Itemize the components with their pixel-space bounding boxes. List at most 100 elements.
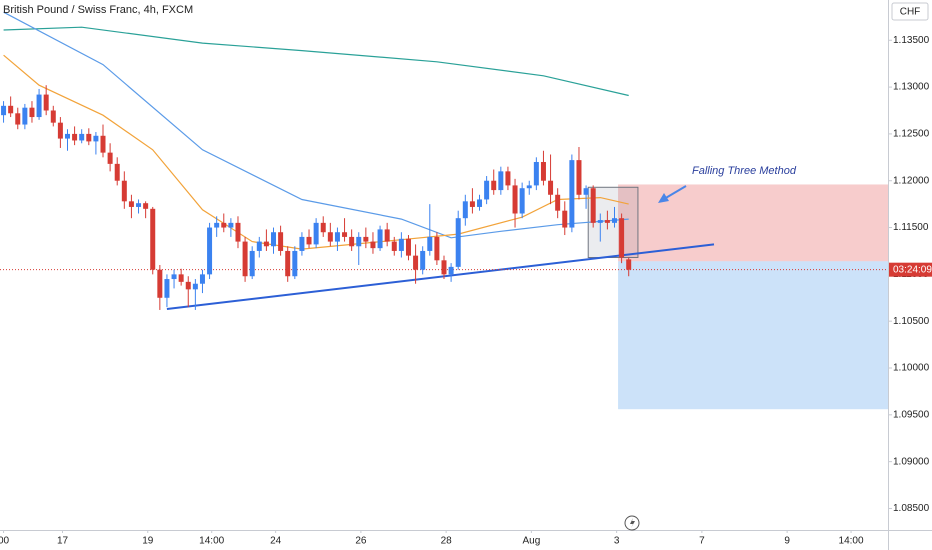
candle-body bbox=[306, 236, 312, 245]
candle-body bbox=[548, 180, 554, 195]
candle-body bbox=[619, 218, 625, 258]
candle-body bbox=[427, 236, 433, 251]
candle-body bbox=[469, 201, 475, 207]
candle-body bbox=[519, 188, 525, 214]
candle-body bbox=[626, 259, 632, 270]
x-tick-label: 17 bbox=[57, 536, 69, 547]
candle-body bbox=[555, 194, 561, 211]
candle-body bbox=[477, 199, 483, 207]
x-tick-label: 28 bbox=[441, 536, 453, 547]
candle-body bbox=[185, 281, 191, 290]
candle-body bbox=[526, 185, 532, 189]
candle-body bbox=[491, 180, 497, 191]
candle-body bbox=[363, 236, 369, 242]
candle-body bbox=[611, 218, 617, 223]
candle-body bbox=[569, 160, 575, 228]
countdown-label: 03:24:09 bbox=[893, 264, 932, 275]
candle-body bbox=[242, 241, 248, 277]
candle-body bbox=[576, 160, 582, 195]
candle-body bbox=[533, 161, 539, 186]
candle-body bbox=[505, 171, 511, 186]
x-tick-label: Aug bbox=[522, 536, 540, 547]
candle-body bbox=[583, 188, 589, 195]
candle-body bbox=[22, 107, 28, 125]
moving-average-line bbox=[3, 26, 629, 97]
candle-body bbox=[484, 180, 490, 200]
candle-body bbox=[228, 222, 234, 228]
candle-body bbox=[398, 238, 404, 251]
candle-body bbox=[235, 222, 241, 242]
candle-body bbox=[171, 274, 177, 280]
candle-body bbox=[597, 220, 603, 223]
candle-body bbox=[221, 222, 227, 228]
candle-body bbox=[107, 152, 113, 164]
candle-body bbox=[100, 135, 106, 153]
x-tick-label: 26 bbox=[355, 536, 367, 547]
candle-body bbox=[199, 274, 205, 284]
candle-body bbox=[327, 232, 333, 242]
annotation: Falling Three Method bbox=[692, 165, 797, 177]
candle-body bbox=[64, 133, 70, 139]
candle-body bbox=[604, 220, 610, 223]
candle-body bbox=[43, 94, 49, 111]
x-tick-label: 14:00 bbox=[199, 536, 224, 547]
x-tick-label: 19 bbox=[142, 536, 154, 547]
candle-body bbox=[1, 105, 7, 116]
candle-body bbox=[15, 113, 21, 125]
candle-body bbox=[356, 236, 362, 247]
candle-body bbox=[263, 241, 269, 247]
candle-body bbox=[57, 122, 63, 139]
zones-layer bbox=[587, 184, 888, 410]
x-tick-label: 9 bbox=[784, 536, 790, 547]
candle-body bbox=[512, 185, 518, 214]
moving-average-line bbox=[3, 11, 629, 239]
candle-body bbox=[498, 171, 504, 191]
candle-body bbox=[384, 229, 390, 242]
event-icon-bolt bbox=[630, 518, 635, 528]
y-tick-label: 1.10500 bbox=[893, 316, 930, 327]
candle-body bbox=[114, 163, 120, 181]
candle-body bbox=[164, 279, 170, 298]
candle-body bbox=[136, 203, 142, 207]
candle-body bbox=[256, 241, 262, 251]
candle-body bbox=[391, 241, 397, 251]
candle-body bbox=[413, 255, 419, 270]
candle-body bbox=[157, 269, 163, 298]
candle-body bbox=[128, 201, 134, 207]
candle-body bbox=[434, 236, 440, 261]
candle-body bbox=[50, 110, 56, 123]
currency-box[interactable] bbox=[891, 2, 929, 21]
y-tick-label: 1.09500 bbox=[893, 409, 930, 420]
x-tick-label: 14:00 bbox=[839, 536, 864, 547]
candle-body bbox=[150, 208, 156, 270]
candle-body bbox=[540, 161, 546, 181]
y-tick-label: 1.12500 bbox=[893, 129, 930, 140]
candle-body bbox=[36, 94, 42, 118]
candle-body bbox=[299, 236, 305, 251]
candle-body bbox=[455, 218, 461, 267]
x-tick-label: 3 bbox=[614, 536, 620, 547]
candle-body bbox=[93, 135, 99, 142]
candle-body bbox=[370, 241, 376, 249]
candle-body bbox=[278, 232, 284, 251]
y-tick-label: 1.13000 bbox=[893, 82, 930, 93]
candle-body bbox=[143, 203, 149, 209]
candle-body bbox=[86, 133, 92, 142]
candle-body bbox=[285, 250, 291, 277]
candle-body bbox=[72, 133, 78, 141]
candle-body bbox=[405, 238, 411, 256]
candle-body bbox=[562, 210, 568, 228]
candle-body bbox=[462, 201, 468, 219]
annotation-arrow-head bbox=[658, 193, 669, 203]
y-tick-label: 1.10000 bbox=[893, 363, 930, 374]
candle-body bbox=[249, 250, 255, 277]
candle-body bbox=[292, 250, 298, 277]
candle-body bbox=[207, 227, 213, 275]
candle-body bbox=[349, 236, 355, 247]
annotation-arrow bbox=[663, 185, 687, 200]
y-tick-label: 1.13500 bbox=[893, 35, 930, 46]
currency-label[interactable]: CHF bbox=[900, 7, 921, 18]
